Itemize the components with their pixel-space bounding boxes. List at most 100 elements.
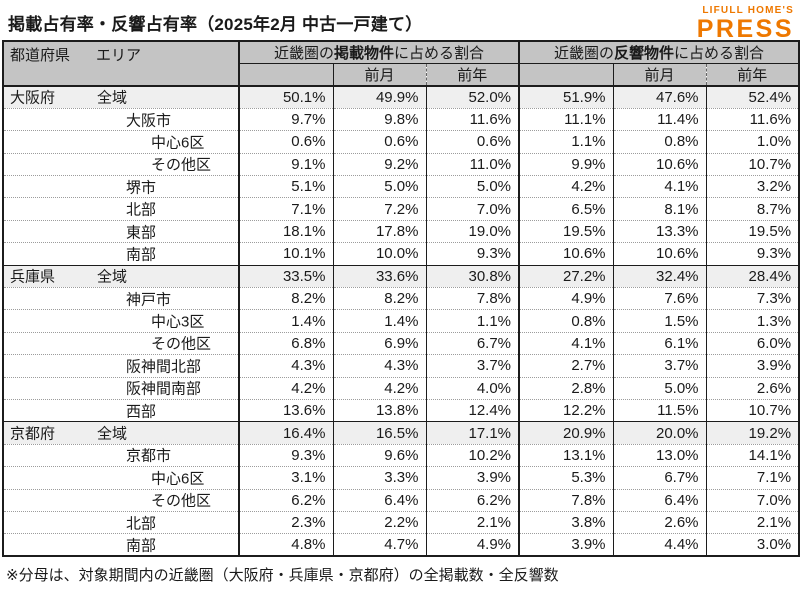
table-row: 阪神間北部 4.3% 4.3% 3.7% 2.7% 3.7% 3.9% <box>3 354 800 378</box>
value-cell: 13.6% <box>238 398 333 422</box>
value-cell: 47.6% <box>612 86 707 109</box>
area-cell: 京都市 <box>3 443 239 467</box>
value-cell: 7.1% <box>705 466 800 490</box>
value-cell: 52.4% <box>705 86 800 109</box>
area-label: 神戸市 <box>126 291 172 309</box>
value-cell: 18.1% <box>238 219 333 243</box>
value-cell: 4.2% <box>238 376 333 400</box>
value-cell: 9.1% <box>238 152 333 176</box>
table-row: 阪神間南部 4.2% 4.2% 4.0% 2.8% 5.0% 2.6% <box>3 376 800 400</box>
table-row: 中心6区 3.1% 3.3% 3.9% 5.3% 6.7% 7.1% <box>3 466 800 490</box>
value-cell: 4.3% <box>332 354 426 378</box>
area-cell: 中心6区 <box>3 130 239 154</box>
value-cell: 6.0% <box>705 331 800 355</box>
value-cell: 33.5% <box>238 264 333 288</box>
value-cell: 1.3% <box>705 309 800 333</box>
value-cell: 7.3% <box>705 287 800 310</box>
area-cell: 大阪府 全域 <box>3 86 239 109</box>
area-label: 北部 <box>126 515 157 533</box>
value-cell: 10.7% <box>705 398 800 422</box>
value-cell: 5.0% <box>332 175 426 198</box>
header-row-groups: 都道府県 エリア 近畿圏の掲載物件に占める割合 近畿圏の反響物件に占める割合 <box>3 41 800 86</box>
table-row: その他区 6.8% 6.9% 6.7% 4.1% 6.1% 6.0% <box>3 331 800 355</box>
area-label: 全域 <box>97 425 128 443</box>
value-cell: 4.7% <box>332 533 426 557</box>
value-cell: 9.6% <box>332 443 426 467</box>
prefecture-column-label: 都道府県 <box>10 47 71 64</box>
column-header-area: 都道府県 エリア <box>3 41 239 86</box>
value-cell: 17.1% <box>425 421 520 445</box>
area-label: 阪神間南部 <box>126 380 202 398</box>
area-cell: 兵庫県 全域 <box>3 264 239 288</box>
value-cell: 12.4% <box>425 398 520 422</box>
value-cell: 9.3% <box>238 443 333 467</box>
area-label: 南部 <box>126 246 157 264</box>
value-cell: 3.7% <box>425 354 520 378</box>
area-cell: 東部 <box>3 219 239 243</box>
value-cell: 3.1% <box>238 466 333 490</box>
value-cell: 3.2% <box>705 175 800 198</box>
group-header-listing-bold: 掲載物件 <box>334 45 395 62</box>
value-cell: 7.1% <box>238 197 333 221</box>
value-cell: 32.4% <box>612 264 707 288</box>
area-cell: 阪神間南部 <box>3 376 239 400</box>
table-row: 京都府 全域 16.4% 16.5% 17.1% 20.9% 20.0% 19.2% <box>3 421 800 445</box>
value-cell: 10.6% <box>518 242 614 266</box>
value-cell: 49.9% <box>332 86 426 109</box>
table-row: 大阪市 9.7% 9.8% 11.6% 11.1% 11.4% 11.6% <box>3 107 800 131</box>
subheader-listing-prev-month: 前月 <box>332 63 426 86</box>
value-cell: 5.0% <box>425 175 520 198</box>
value-cell: 2.8% <box>518 376 614 400</box>
value-cell: 16.5% <box>332 421 426 445</box>
subheader-listing-current <box>238 63 333 86</box>
area-label: 中心6区 <box>151 134 205 152</box>
value-cell: 9.7% <box>238 107 333 131</box>
value-cell: 9.3% <box>705 242 800 266</box>
share-table: 都道府県 エリア 近畿圏の掲載物件に占める割合 近畿圏の反響物件に占める割合 前月… <box>2 40 800 558</box>
area-label: 堺市 <box>126 179 157 197</box>
value-cell: 2.6% <box>705 376 800 400</box>
area-label: 大阪市 <box>126 112 172 130</box>
table-row: 北部 7.1% 7.2% 7.0% 6.5% 8.1% 8.7% <box>3 197 800 221</box>
value-cell: 10.2% <box>425 443 520 467</box>
value-cell: 7.0% <box>425 197 520 221</box>
value-cell: 3.0% <box>705 533 800 557</box>
value-cell: 10.6% <box>612 242 707 266</box>
table-row: 南部 10.1% 10.0% 9.3% 10.6% 10.6% 9.3% <box>3 242 800 266</box>
area-label: その他区 <box>151 156 212 174</box>
group-header-listing-suffix: に占める割合 <box>394 45 485 62</box>
header-row-sub: 前月 前年 前月 前年 <box>3 63 800 86</box>
value-cell: 27.2% <box>518 264 614 288</box>
value-cell: 6.4% <box>612 488 707 512</box>
value-cell: 4.0% <box>425 376 520 400</box>
area-label: 北部 <box>126 201 157 219</box>
area-label: 東部 <box>126 224 157 242</box>
value-cell: 3.9% <box>518 533 614 557</box>
area-cell: 神戸市 <box>3 287 239 310</box>
value-cell: 11.5% <box>612 398 707 422</box>
value-cell: 4.1% <box>518 331 614 355</box>
value-cell: 51.9% <box>518 86 614 109</box>
value-cell: 11.0% <box>425 152 520 176</box>
area-column-label: エリア <box>96 47 142 64</box>
value-cell: 8.2% <box>238 287 333 310</box>
value-cell: 5.3% <box>518 466 614 490</box>
prefecture-label: 大阪府 <box>10 89 56 107</box>
value-cell: 19.5% <box>518 219 614 243</box>
page-header: 掲載占有率・反響占有率（2025年2月 中古一戸建て） LIFULL HOME'… <box>0 0 800 42</box>
table-row: 神戸市 8.2% 8.2% 7.8% 4.9% 7.6% 7.3% <box>3 287 800 310</box>
footnote: ※分母は、対象期間内の近畿圏（大阪府・兵庫県・京都府）の全掲載数・全反響数 <box>6 567 559 585</box>
area-cell: その他区 <box>3 152 239 176</box>
value-cell: 16.4% <box>238 421 333 445</box>
value-cell: 19.0% <box>425 219 520 243</box>
area-cell: 大阪市 <box>3 107 239 131</box>
area-label: 西部 <box>126 403 157 421</box>
value-cell: 20.9% <box>518 421 614 445</box>
value-cell: 1.1% <box>425 309 520 333</box>
value-cell: 33.6% <box>332 264 426 288</box>
value-cell: 3.3% <box>332 466 426 490</box>
value-cell: 3.8% <box>518 510 614 534</box>
value-cell: 4.2% <box>518 175 614 198</box>
group-header-response-bold: 反響物件 <box>614 45 675 62</box>
page-title: 掲載占有率・反響占有率（2025年2月 中古一戸建て） <box>8 15 423 34</box>
